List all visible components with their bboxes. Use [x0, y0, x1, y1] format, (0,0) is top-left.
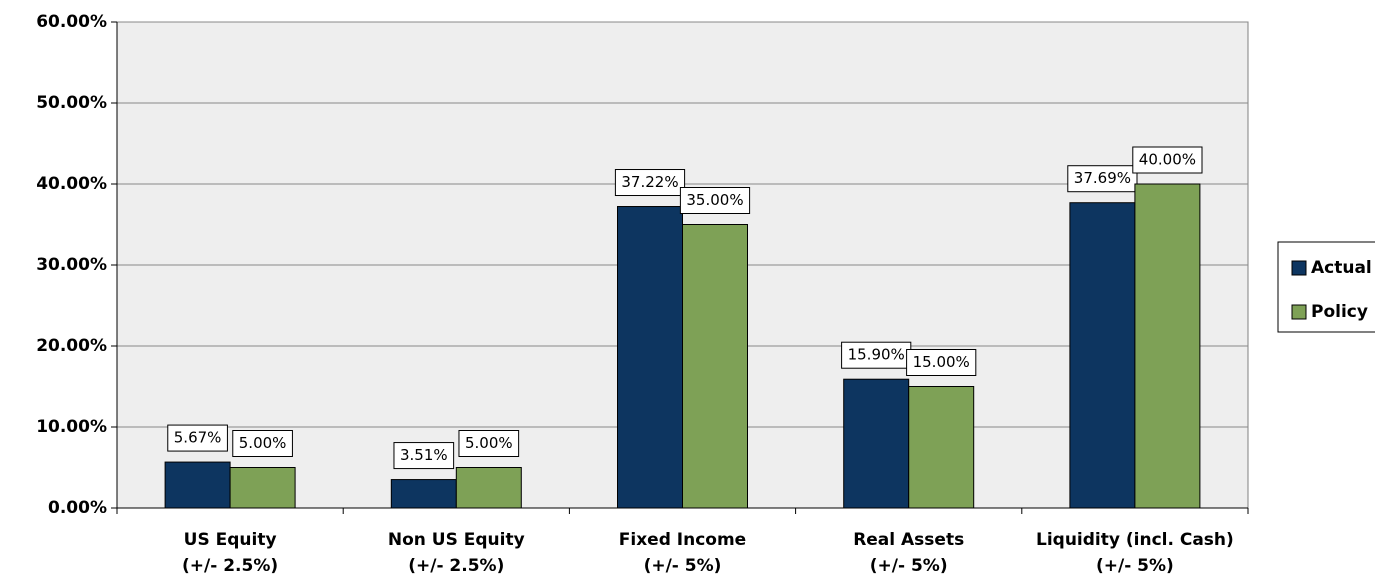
value-label-box [679, 187, 751, 214]
value-label: 15.90% [848, 346, 905, 364]
bar [843, 378, 910, 509]
value-label-box [614, 169, 686, 197]
x-tick-label: (+/- 5%) [870, 556, 948, 576]
value-label: 37.22% [621, 173, 678, 191]
value-label: 40.00% [1139, 151, 1196, 169]
value-label: 3.51% [400, 446, 448, 464]
value-label-box [167, 424, 228, 452]
y-tick-label: 10.00% [36, 417, 107, 437]
legend-label: Policy [1311, 302, 1368, 322]
bar [1069, 202, 1136, 509]
y-tick-label: 60.00% [36, 12, 107, 32]
legend-marker [1291, 304, 1307, 320]
value-label-box [1067, 165, 1138, 193]
bar [164, 461, 231, 509]
y-tick-label: 40.00% [36, 174, 107, 194]
x-tick-label: (+/- 2.5%) [182, 556, 278, 576]
y-tick-label: 20.00% [36, 336, 107, 356]
value-label-box [841, 341, 912, 369]
bar [617, 206, 683, 509]
x-tick-label: (+/- 2.5%) [408, 556, 504, 576]
value-label: 5.67% [174, 429, 222, 447]
value-label-box [1132, 146, 1203, 174]
x-tick-label: (+/- 5%) [1096, 556, 1174, 576]
bar [1134, 183, 1201, 509]
value-label-box [393, 442, 455, 470]
x-tick-label: Liquidity (incl. Cash) [1036, 530, 1234, 550]
x-tick-label: Non US Equity [388, 530, 525, 550]
y-tick-label: 0.00% [48, 498, 107, 518]
value-label-box [458, 430, 520, 457]
value-label: 37.69% [1074, 169, 1131, 187]
x-tick-label: Fixed Income [619, 530, 746, 550]
value-label: 35.00% [686, 191, 743, 209]
value-label-box [906, 349, 977, 376]
x-tick-label: US Equity [184, 530, 277, 550]
x-tick-label: (+/- 5%) [644, 556, 722, 576]
value-label: 5.00% [465, 434, 513, 452]
value-label-box [232, 430, 293, 457]
bar [390, 479, 457, 509]
bar [455, 467, 522, 509]
value-label: 15.00% [913, 353, 970, 371]
value-label: 5.00% [239, 434, 287, 452]
y-tick-label: 50.00% [36, 93, 107, 113]
legend-marker [1291, 260, 1307, 276]
bar [229, 467, 296, 509]
y-tick-label: 30.00% [36, 255, 107, 275]
legend-label: Actual [1311, 258, 1372, 278]
bar [682, 224, 748, 509]
x-tick-label: Real Assets [853, 530, 964, 550]
bar [908, 386, 975, 509]
